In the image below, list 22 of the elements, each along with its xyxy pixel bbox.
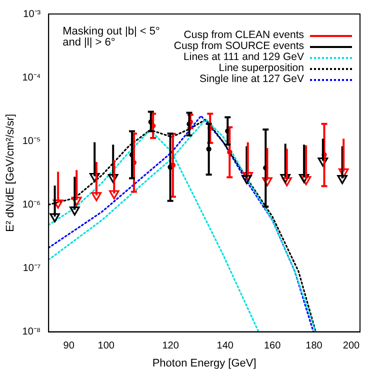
x-tick-label: 100: [98, 340, 115, 352]
y-tick-label: 10⁻⁴: [22, 72, 41, 84]
y-axis-title: E² dN/dE [GeV/cm²/s/sr]: [4, 114, 17, 232]
x-tick-label: 120: [162, 340, 180, 352]
legend-label: Single line at 127 GeV: [200, 73, 304, 85]
legend-label: Cusp from CLEAN events: [184, 29, 304, 41]
annotation: Masking out |b| < 5°: [62, 26, 160, 38]
y-tick-label: 10⁻⁶: [22, 199, 41, 210]
x-axis-title: Photon Energy [GeV]: [152, 357, 256, 370]
legend-label: Line superposition: [218, 62, 304, 74]
x-tick-label: 90: [63, 340, 75, 352]
y-tick-label: 10⁻⁸: [22, 326, 41, 338]
annotation: and |l| > 6°: [62, 36, 116, 49]
legend-label: Lines at 111 and 129 GeV: [184, 51, 304, 63]
y-tick-label: 10⁻⁵: [22, 136, 41, 147]
x-tick-label: 160: [264, 340, 282, 352]
y-tick-label: 10⁻³: [23, 8, 42, 20]
x-tick-label: 200: [342, 340, 360, 352]
x-tick-label: 180: [306, 340, 323, 352]
x-tick-label: 140: [216, 340, 234, 352]
legend-label: Cusp from SOURCE events: [174, 40, 304, 52]
y-tick-label: 10⁻⁷: [22, 262, 41, 274]
